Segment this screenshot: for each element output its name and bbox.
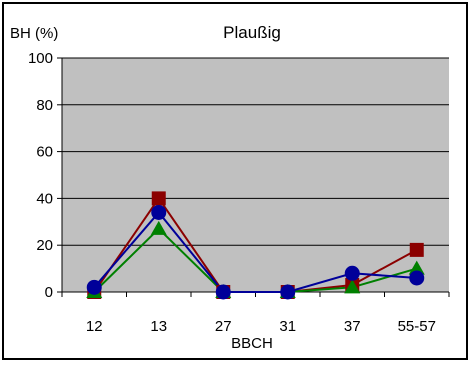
data-point-circle: [344, 265, 360, 281]
data-point-square: [409, 242, 424, 257]
data-point-circle: [215, 284, 231, 300]
data-point-triangle: [150, 220, 167, 235]
data-point-square: [151, 191, 166, 206]
x-tick-label: 12: [86, 318, 103, 335]
y-tick-label: 80: [36, 97, 53, 114]
x-tick-label: 13: [150, 318, 167, 335]
x-tick-label: 31: [279, 318, 296, 335]
chart-title: Plaußig: [223, 23, 281, 42]
x-axis-label: BBCH: [231, 335, 273, 352]
y-tick-label: 60: [36, 144, 53, 161]
y-axis-label: BH (%): [10, 25, 58, 42]
y-tick-label: 100: [28, 50, 53, 67]
series-line: [93, 210, 417, 293]
y-tick-label: 0: [45, 284, 53, 301]
plot-area: [62, 58, 449, 292]
data-point-circle: [151, 204, 167, 220]
axes: 0 20 40 60 80 100 12 13 27 31 37 55-57: [28, 50, 450, 335]
x-tick-label: 55-57: [398, 318, 436, 335]
x-tick-label: 37: [344, 318, 361, 335]
data-point-triangle: [344, 279, 361, 294]
series-group: [86, 191, 425, 300]
data-point-circle: [280, 284, 296, 300]
data-point-circle: [409, 270, 425, 286]
gridlines: [62, 57, 449, 246]
data-point-triangle: [408, 260, 425, 275]
x-tick-label: 27: [215, 318, 232, 335]
y-tick-label: 40: [36, 190, 53, 207]
y-tick-label: 20: [36, 237, 53, 254]
data-point-circle: [86, 279, 102, 295]
